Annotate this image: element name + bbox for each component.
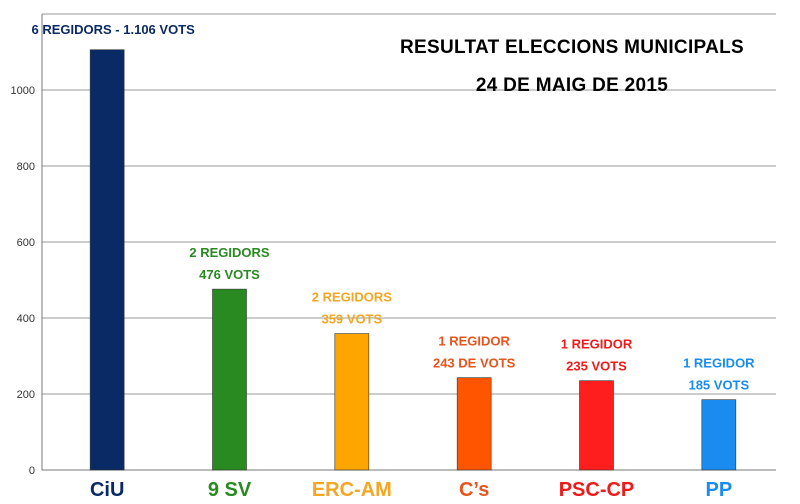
data-label: 359 VOTS (321, 312, 382, 327)
x-category-label: 9 SV (208, 479, 252, 501)
bar (456, 377, 492, 471)
y-tick-label: 800 (17, 161, 35, 173)
x-category-label: PSC-CP (559, 479, 635, 501)
data-label: 1 REGIDOR (683, 356, 755, 371)
bar (334, 333, 370, 471)
x-category-label: ERC-AM (312, 479, 392, 501)
data-label: 2 REGIDORS (189, 245, 270, 260)
data-label: 243 DE VOTS (433, 356, 516, 371)
chart-title-line-2: 24 DE MAIG DE 2015 (475, 75, 669, 96)
chart-title-line-1: RESULTAT ELECCIONS MUNICIPALS (399, 37, 744, 58)
y-tick-label: 0 (29, 465, 35, 477)
x-category-label: PP (705, 479, 732, 501)
data-label: 6 REGIDORS - 1.106 VOTS (32, 22, 196, 37)
data-label: 1 REGIDOR (438, 334, 510, 349)
x-category-label: C’s (459, 479, 489, 501)
data-label: 476 VOTS (199, 267, 260, 282)
data-label: 235 VOTS (566, 359, 627, 374)
y-tick-label: 400 (17, 313, 35, 325)
data-label: 1 REGIDOR (561, 337, 633, 352)
bar (212, 288, 247, 471)
y-tick-label: 200 (17, 389, 35, 401)
bar (579, 380, 614, 471)
bar (701, 399, 737, 471)
y-tick-label: 1000 (11, 85, 35, 97)
data-label: 2 REGIDORS (312, 290, 393, 305)
bar (89, 49, 125, 471)
x-category-label: CiU (90, 479, 124, 501)
data-label: 185 VOTS (688, 378, 749, 393)
y-tick-label: 600 (17, 237, 35, 249)
